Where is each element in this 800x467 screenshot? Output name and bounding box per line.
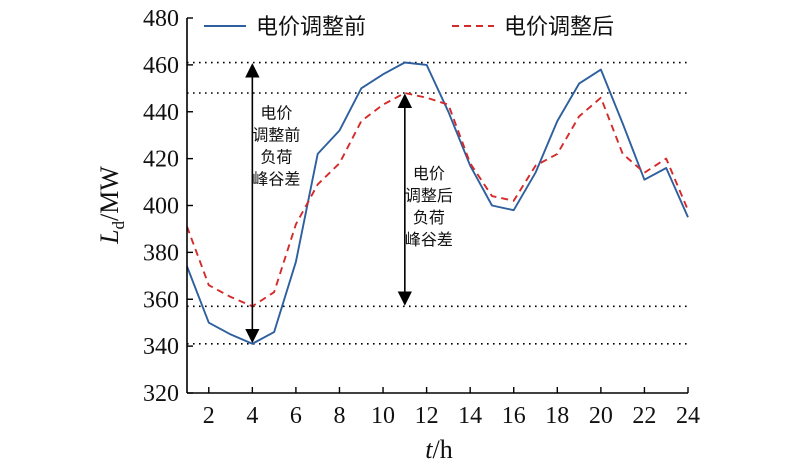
annotation-text: 负荷 — [413, 208, 445, 227]
x-tick-label: 16 — [502, 403, 526, 429]
x-tick-label: 6 — [290, 403, 302, 429]
series-line-1 — [186, 61, 689, 345]
y-tick-label: 340 — [143, 334, 179, 360]
annotation-text: 调整后 — [405, 186, 453, 205]
annotation-text: 调整前 — [252, 126, 300, 145]
annotation-text: 峰谷差 — [405, 230, 453, 249]
y-tick-label: 420 — [143, 147, 179, 173]
x-tick-label: 8 — [333, 403, 345, 429]
x-tick-label: 14 — [458, 403, 482, 429]
y-tick-label: 480 — [143, 6, 179, 32]
legend-label-2: 电价调整后 — [504, 15, 614, 40]
x-tick-label: 4 — [246, 403, 258, 429]
x-tick-label: 20 — [589, 403, 613, 429]
y-tick-label: 460 — [143, 53, 179, 79]
x-tick-label: 18 — [545, 403, 569, 429]
y-tick-label: 320 — [143, 381, 179, 407]
y-tick-label: 360 — [143, 287, 179, 313]
x-tick-label: 2 — [203, 403, 215, 429]
series-line-2 — [186, 92, 689, 308]
annotation-text: 峰谷差 — [252, 170, 300, 189]
x-tick-label: 24 — [676, 403, 700, 429]
x-axis-title: t/h — [425, 435, 452, 464]
x-tick-label: 22 — [632, 403, 656, 429]
y-tick-label: 400 — [143, 194, 179, 220]
legend-label-1: 电价调整前 — [256, 15, 366, 40]
annotation-text: 电价 — [413, 164, 445, 183]
y-tick-label: 440 — [143, 100, 179, 126]
legend: 电价调整前 电价调整后 — [204, 15, 614, 40]
annotation-text: 电价 — [260, 104, 292, 123]
series-lines — [186, 61, 689, 345]
annotation-text: 负荷 — [260, 148, 292, 167]
y-tick-label: 380 — [143, 240, 179, 266]
x-tick-label: 12 — [415, 403, 439, 429]
y-axis-title: Ld/MW — [95, 166, 128, 245]
x-tick-label: 10 — [371, 403, 395, 429]
axes — [186, 17, 689, 394]
